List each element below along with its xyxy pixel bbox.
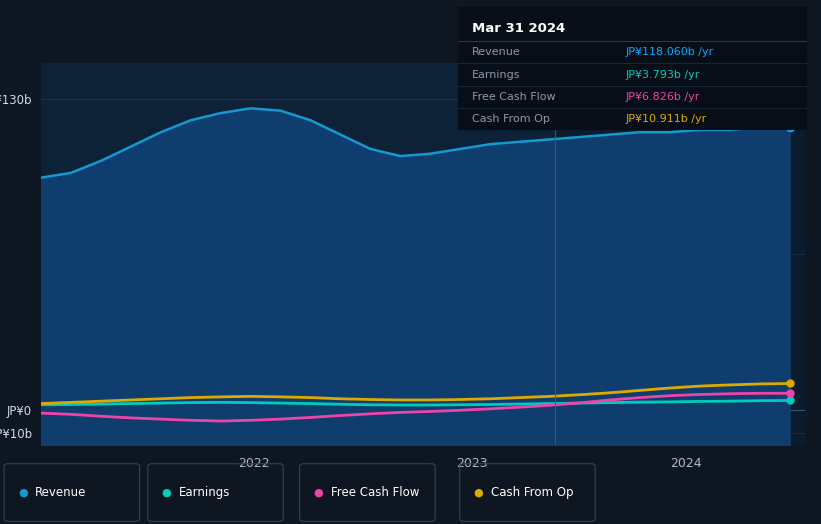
Text: JP¥10.911b /yr: JP¥10.911b /yr xyxy=(626,114,707,124)
Text: JP¥3.793b /yr: JP¥3.793b /yr xyxy=(626,70,700,80)
Text: Free Cash Flow: Free Cash Flow xyxy=(331,486,420,499)
Text: Mar 31 2024: Mar 31 2024 xyxy=(472,21,566,35)
Text: Earnings: Earnings xyxy=(472,70,521,80)
Bar xyxy=(555,63,805,445)
Text: Cash From Op: Cash From Op xyxy=(491,486,573,499)
Text: Revenue: Revenue xyxy=(35,486,87,499)
Text: Free Cash Flow: Free Cash Flow xyxy=(472,92,556,102)
Text: JP¥118.060b /yr: JP¥118.060b /yr xyxy=(626,47,713,57)
Text: Earnings: Earnings xyxy=(179,486,231,499)
Text: Past: Past xyxy=(780,48,805,61)
Text: ●: ● xyxy=(162,487,172,498)
Text: Cash From Op: Cash From Op xyxy=(472,114,550,124)
Text: ●: ● xyxy=(314,487,323,498)
Text: Revenue: Revenue xyxy=(472,47,521,57)
Text: ●: ● xyxy=(18,487,28,498)
Text: ●: ● xyxy=(474,487,484,498)
Text: JP¥6.826b /yr: JP¥6.826b /yr xyxy=(626,92,700,102)
